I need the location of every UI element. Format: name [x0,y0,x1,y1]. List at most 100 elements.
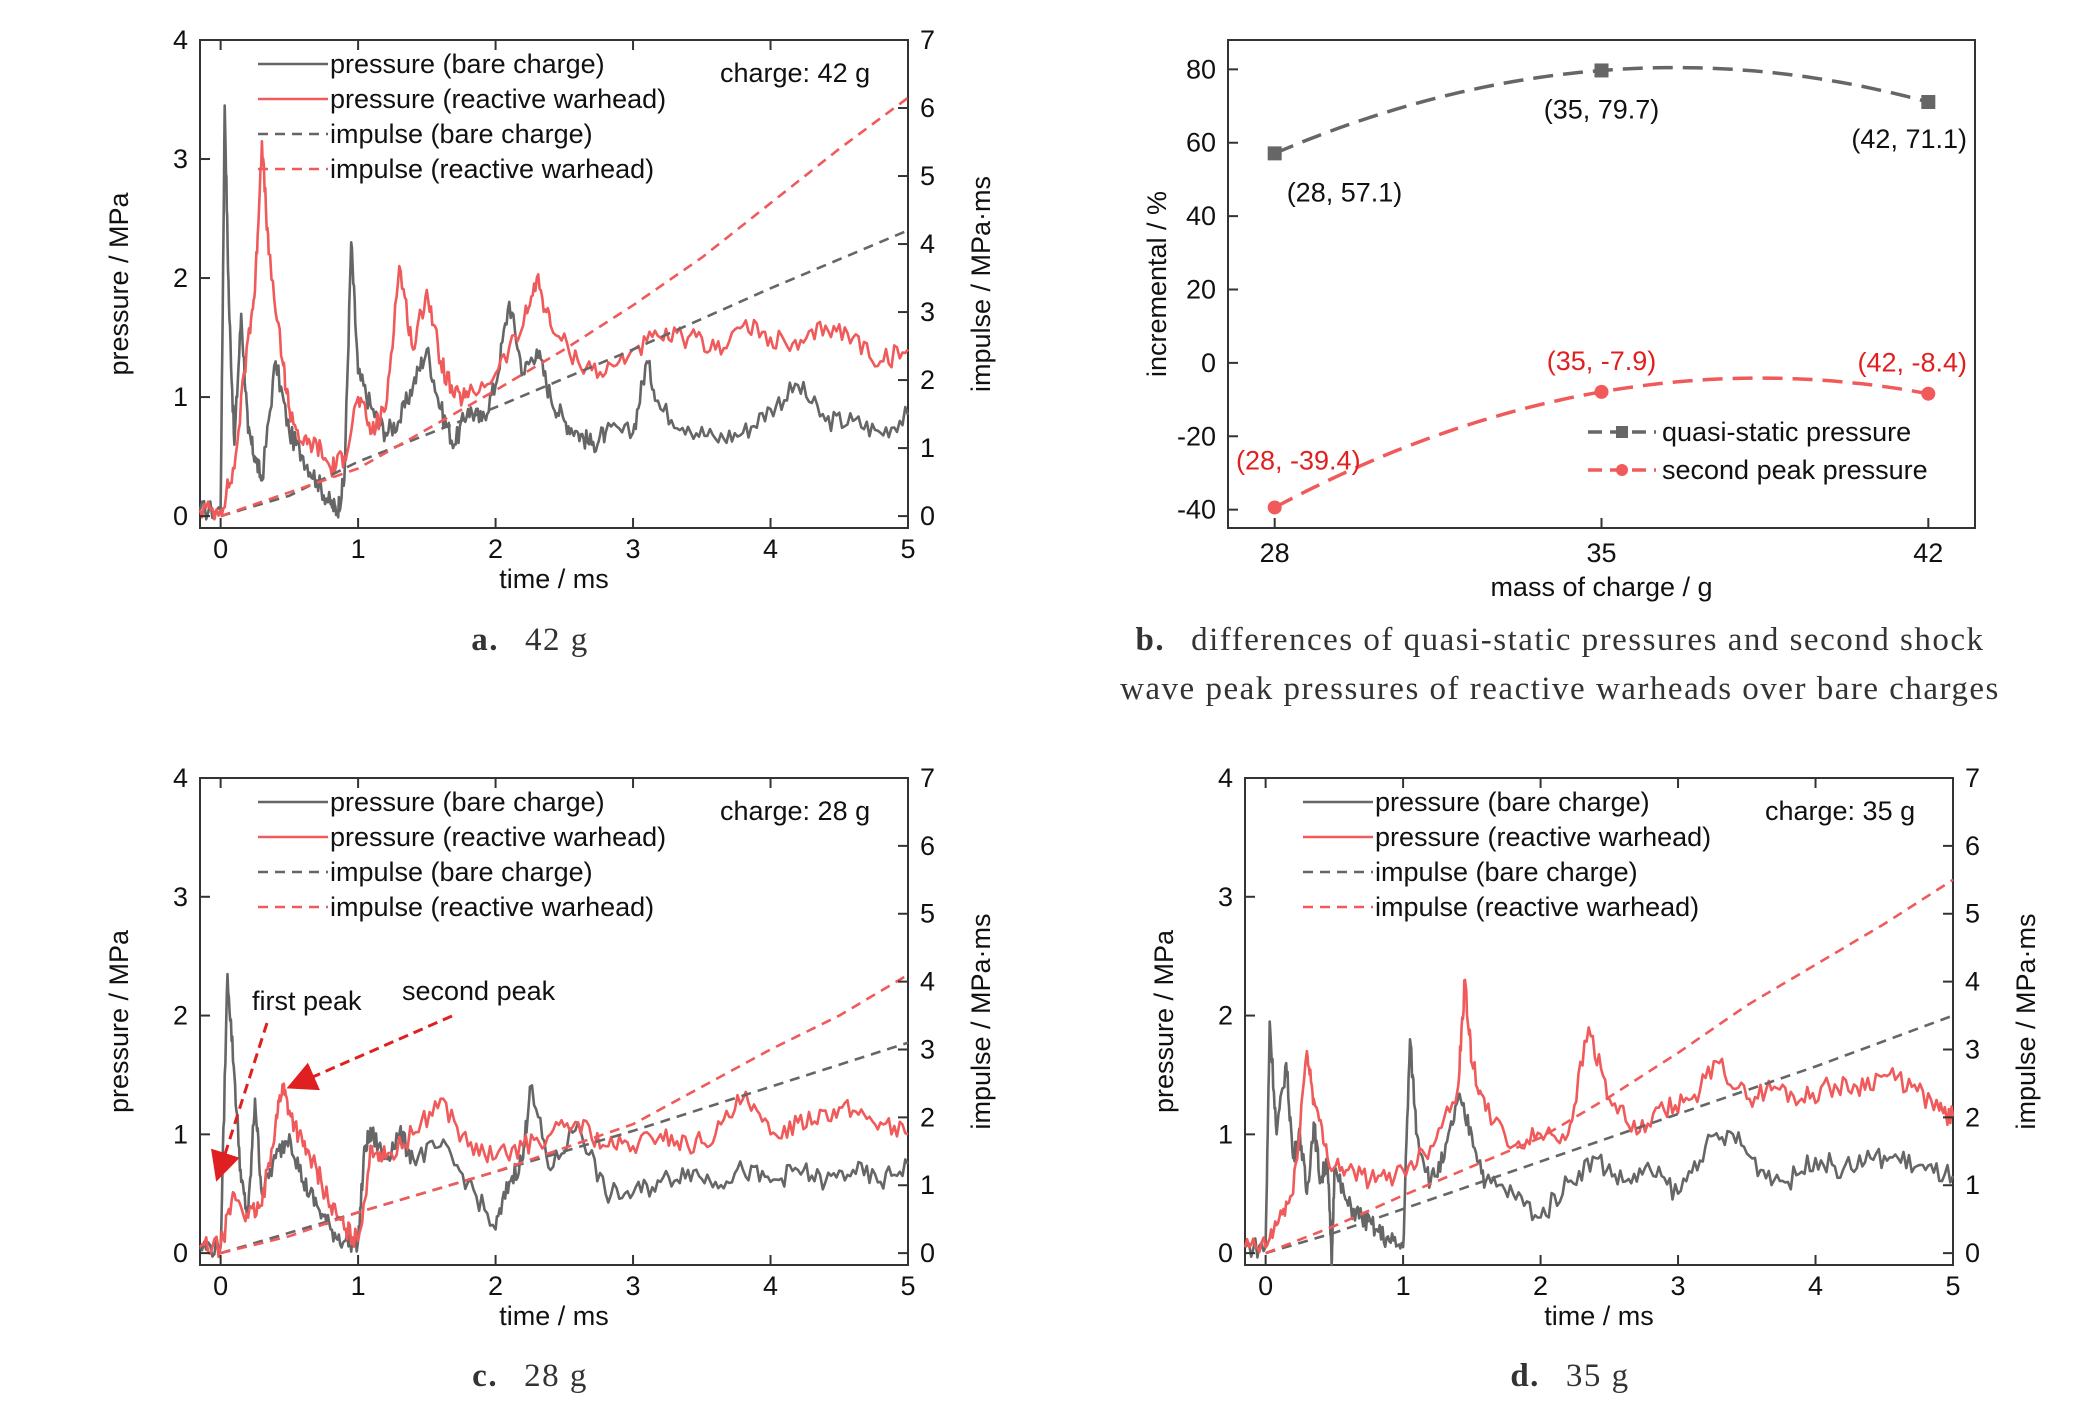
caption-b-letter: b. [1135,622,1166,658]
y-tick-label: -40 [1177,495,1216,525]
y2-tick-label: 3 [920,1034,935,1064]
x-tick-label: 5 [1945,1271,1960,1301]
y2-tick-label: 0 [1965,1238,1980,1268]
caption-b: b. differences of quasi-static pressures … [1060,622,2060,708]
y-tick-label: 0 [173,501,188,531]
first-peak-arrow [211,1022,269,1182]
y2-tick-label: 1 [920,1170,935,1200]
legend-label: pressure (bare charge) [330,49,605,79]
legend-label: impulse (bare charge) [330,119,593,149]
plot-frame [1244,777,1954,1266]
x-axis-label: time / ms [499,1301,609,1331]
y2-tick-label: 4 [1965,967,1980,997]
y2-tick-label: 7 [920,763,935,793]
x-tick-label: 1 [351,534,366,564]
y-tick-label: 3 [173,882,188,912]
y-tick-label: 2 [173,1001,188,1031]
caption-b-line2: wave peak pressures of reactive warheads… [1120,671,2000,707]
y-tick-label: 1 [1218,1119,1233,1149]
y-axis-label: pressure / MPa [1149,929,1179,1113]
series-impulse-bare [220,1041,909,1255]
caption-b-line1: differences of quasi-static pressures an… [1191,622,1985,658]
series-impulse-bare [1265,1014,1954,1255]
data-label: (28, 57.1) [1287,177,1403,207]
x-tick-label: 28 [1260,538,1290,568]
x-tick-label: 3 [1671,1271,1686,1301]
x-tick-label: 5 [900,534,915,564]
data-marker-circle [1594,384,1609,399]
data-marker-square [1594,63,1609,78]
y2-axis-label: impulse / MPa·ms [966,176,996,392]
x-tick-label: 5 [900,1271,915,1301]
caption-c-letter: c. [472,1358,499,1394]
y-tick-label: 60 [1186,128,1216,158]
legend-label: impulse (reactive warhead) [330,154,654,184]
legend-label: impulse (reactive warhead) [1375,892,1699,922]
caption-a-letter: a. [471,622,499,658]
series-impulse-bare [220,229,909,518]
caption-d: d. 35 g [1420,1358,1720,1395]
y-tick-label: 3 [1218,882,1233,912]
y-tick-label: 40 [1186,201,1216,231]
charge-annotation: charge: 28 g [720,796,870,826]
y2-tick-label: 7 [920,25,935,55]
caption-d-text: 35 g [1565,1358,1630,1394]
y-tick-label: 1 [173,1119,188,1149]
y2-tick-label: 4 [920,229,935,259]
x-tick-label: 0 [213,1271,228,1301]
caption-b-line1-wrap: b. differences of quasi-static pressures … [1060,622,2060,659]
caption-d-letter: d. [1510,1358,1540,1394]
x-tick-label: 0 [1258,1271,1273,1301]
y2-tick-label: 4 [920,967,935,997]
y2-tick-label: 2 [1965,1102,1980,1132]
x-tick-label: 3 [626,1271,641,1301]
y2-tick-label: 7 [1965,763,1980,793]
series-pressure-bare [1244,1020,1955,1267]
x-tick-label: 2 [488,1271,503,1301]
legend-label: impulse (reactive warhead) [330,892,654,922]
y-tick-label: 2 [1218,1001,1233,1031]
x-axis-label: time / ms [1544,1301,1654,1331]
y-axis-label: pressure / MPa [104,191,134,375]
series-pressure-bare [198,972,910,1258]
charge-annotation: charge: 42 g [720,58,870,88]
y2-tick-label: 3 [1965,1034,1980,1064]
data-label: (35, 79.7) [1544,94,1660,124]
y-tick-label: 4 [173,25,188,55]
second-peak-arrow [286,1014,453,1091]
x-tick-label: 3 [626,534,641,564]
second-peak-label: second peak [402,976,556,1006]
y2-tick-label: 5 [920,899,935,929]
y-tick-label: 3 [173,144,188,174]
series-impulse-reactive [1265,878,1954,1255]
y-tick-label: 0 [1218,1238,1233,1268]
caption-a: a. 42 g [380,622,680,659]
legend-label: quasi-static pressure [1662,417,1911,447]
caption-a-text: 42 g [525,622,589,658]
y2-tick-label: 6 [920,831,935,861]
y2-axis-label: impulse / MPa·ms [966,913,996,1129]
x-tick-label: 4 [1808,1271,1823,1301]
series-impulse-reactive [220,96,909,518]
legend-label: pressure (reactive warhead) [330,84,666,114]
x-tick-label: 0 [213,534,228,564]
x-tick-label: 2 [1533,1271,1548,1301]
series-pressure-reactive [1243,978,1955,1254]
y-axis-label: pressure / MPa [104,929,134,1113]
plot-frame [199,777,909,1266]
x-tick-label: 35 [1586,538,1616,568]
plot-frame [199,39,909,529]
legend-label: pressure (reactive warhead) [330,822,666,852]
x-axis-label: mass of charge / g [1490,572,1712,602]
data-label: (42, -8.4) [1857,348,1967,378]
y-tick-label: 1 [173,382,188,412]
data-marker-circle [1267,500,1282,515]
y2-tick-label: 0 [920,501,935,531]
legend-label: second peak pressure [1662,455,1928,485]
x-tick-label: 1 [1396,1271,1411,1301]
y2-tick-label: 6 [1965,831,1980,861]
y-tick-label: 4 [1218,763,1233,793]
y-tick-label: 20 [1186,275,1216,305]
